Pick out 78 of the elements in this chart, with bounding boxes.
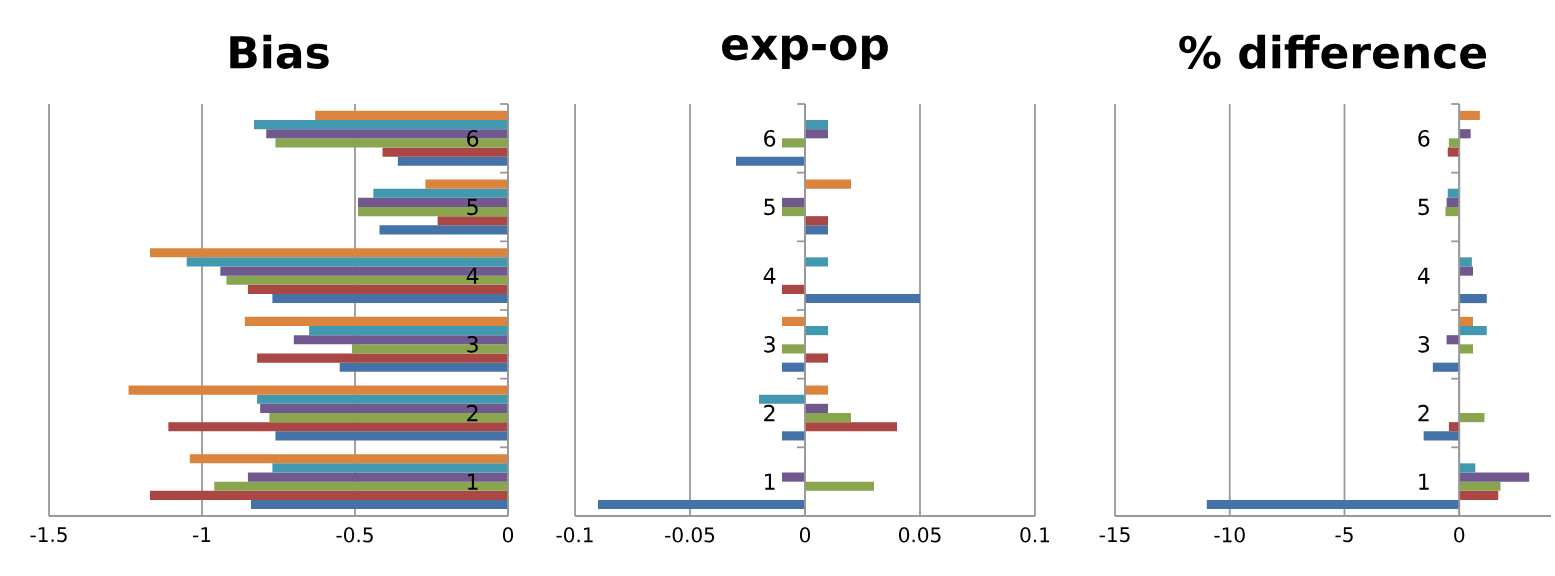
bar: [782, 362, 805, 372]
bar: [782, 316, 805, 327]
y-tick-label: 6: [764, 130, 776, 147]
y-tick-label: 4: [1417, 267, 1430, 284]
bar: [805, 179, 851, 189]
bar: [805, 481, 874, 491]
x-tick-label: -10: [1214, 527, 1245, 543]
y-tick-label: 6: [1418, 130, 1430, 147]
chart-title: Bias: [230, 34, 329, 69]
bar: [782, 284, 805, 294]
bar: [805, 353, 828, 363]
y-tick-label: 1: [765, 473, 775, 490]
y-tick-label: 3: [467, 336, 478, 353]
bar: [805, 403, 828, 413]
x-tick-label: -0.05: [665, 527, 715, 543]
bar: [1459, 344, 1473, 354]
bar: [759, 394, 805, 404]
y-tick-label: 3: [1418, 336, 1430, 353]
y-tick-label: 4: [763, 267, 776, 284]
bar: [805, 225, 828, 235]
bar: [1447, 147, 1460, 157]
bar: [805, 412, 851, 423]
y-tick-label: 1: [468, 473, 478, 490]
y-tick-label: 2: [467, 404, 478, 422]
bar: [1459, 257, 1472, 267]
x-tick-label: 0: [502, 527, 514, 543]
x-tick-label: -0.1: [556, 527, 593, 543]
bar: [782, 344, 805, 354]
y-tick-label: 6: [467, 130, 479, 147]
bar: [782, 138, 805, 148]
x-tick-label: -1: [193, 527, 211, 542]
bar: [1445, 207, 1460, 217]
bar: [1459, 110, 1480, 121]
bar: [1423, 431, 1460, 441]
bar: [782, 207, 805, 217]
x-tick-label: -15: [1099, 527, 1130, 543]
bar: [1459, 463, 1476, 473]
x-tick-label: -1.5: [30, 527, 67, 543]
bar: [1459, 412, 1485, 423]
y-tick-label: 2: [764, 404, 775, 422]
chart-title: % difference: [1179, 34, 1487, 69]
chart-title: exp-op: [722, 35, 888, 69]
x-tick-label: 0: [1454, 527, 1465, 543]
bar: [805, 120, 828, 130]
bar: [598, 499, 805, 510]
x-tick-label: 0.05: [899, 527, 941, 543]
y-tick-label: 2: [1418, 404, 1429, 422]
x-tick-label: -0.5: [336, 527, 373, 543]
y-tick-label: 5: [467, 198, 478, 216]
bar: [805, 216, 828, 226]
bar: [1459, 481, 1501, 491]
bar: [1459, 472, 1530, 482]
x-tick-label: 0.1: [1020, 527, 1050, 543]
y-tick-label: 4: [466, 267, 479, 284]
bar: [736, 156, 805, 166]
bar: [805, 326, 828, 336]
x-tick-label: -5: [1335, 527, 1353, 543]
bar: [805, 422, 897, 432]
bar: [805, 129, 828, 139]
bar: [1459, 490, 1499, 500]
bar: [782, 472, 805, 482]
bar: [805, 293, 920, 304]
y-tick-label: 5: [764, 198, 775, 216]
bar: [1459, 266, 1473, 276]
bar: [1432, 362, 1460, 372]
y-tick-label: 3: [764, 336, 775, 353]
bar: [1459, 129, 1471, 139]
y-tick-label: 1: [1419, 473, 1429, 490]
bar: [805, 385, 828, 395]
y-tick-label: 5: [1418, 198, 1429, 216]
bar: [805, 257, 828, 267]
bar: [1459, 316, 1473, 327]
bar: [1206, 499, 1460, 510]
bar: [1459, 293, 1487, 304]
x-tick-label: 0: [799, 527, 811, 543]
bar: [1459, 326, 1487, 336]
bar: [782, 431, 805, 441]
bar: [782, 197, 805, 207]
